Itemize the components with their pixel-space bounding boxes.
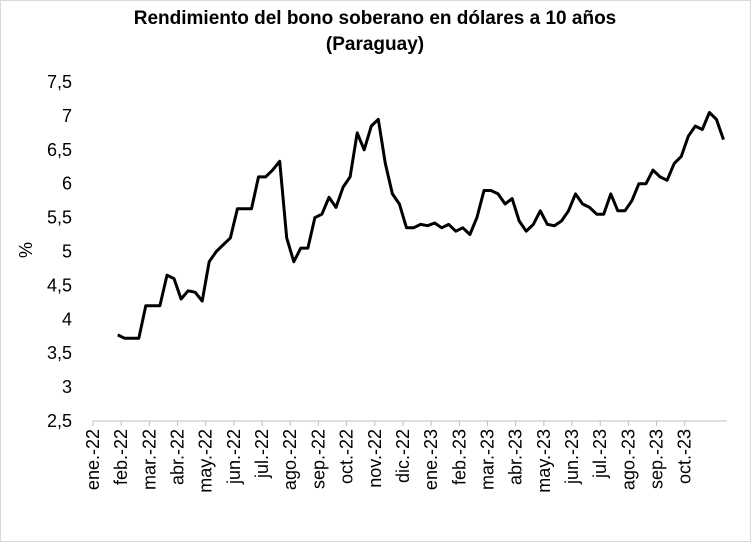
chart-title: Rendimiento del bono soberano en dólares… <box>134 8 617 29</box>
y-tick-label: 6 <box>62 174 72 194</box>
y-tick-label: 3,5 <box>47 343 72 363</box>
x-tick-label: abr.-22 <box>168 429 188 485</box>
x-tick-label: mar.-23 <box>477 429 497 490</box>
y-tick-label: 4,5 <box>47 275 72 295</box>
x-tick-label: jun.-23 <box>562 429 582 485</box>
x-tick-label: feb.-23 <box>449 429 469 485</box>
x-tick-label: nov.-22 <box>365 429 385 488</box>
x-tick-label: jun.-22 <box>224 429 244 485</box>
x-tick-label: ene.-22 <box>83 429 103 490</box>
x-tick-label: jul.-22 <box>252 429 272 479</box>
x-tick-label: ago.-23 <box>618 429 638 490</box>
x-tick-label: sep.-22 <box>308 429 328 489</box>
x-tick-label: jul.-23 <box>590 429 610 479</box>
y-tick-label: 4 <box>62 309 72 329</box>
x-tick-label: oct.-23 <box>675 429 695 484</box>
data-line <box>117 111 725 340</box>
y-axis-label: % <box>16 242 36 258</box>
x-tick-label: may.-22 <box>196 429 216 493</box>
x-tick-label: sep.-23 <box>647 429 667 489</box>
x-tick-label: feb.-22 <box>111 429 131 485</box>
y-tick-label: 7,5 <box>47 72 72 92</box>
y-tick-label: 3 <box>62 377 72 397</box>
y-tick-label: 7 <box>62 106 72 126</box>
x-tick-label: ago.-22 <box>280 429 300 490</box>
x-tick-label: may.-23 <box>534 429 554 493</box>
y-tick-label: 5 <box>62 242 72 262</box>
x-tick-label: oct.-22 <box>337 429 357 484</box>
y-tick-label: 6,5 <box>47 140 72 160</box>
x-tick-label: dic.-22 <box>393 429 413 483</box>
y-tick-label: 5,5 <box>47 208 72 228</box>
x-tick-label: mar.-22 <box>139 429 159 490</box>
y-tick-label: 2,5 <box>47 411 72 431</box>
x-tick-label: ene.-23 <box>421 429 441 490</box>
chart-subtitle: (Paraguay) <box>326 34 424 55</box>
x-tick-label: abr.-23 <box>506 429 526 485</box>
